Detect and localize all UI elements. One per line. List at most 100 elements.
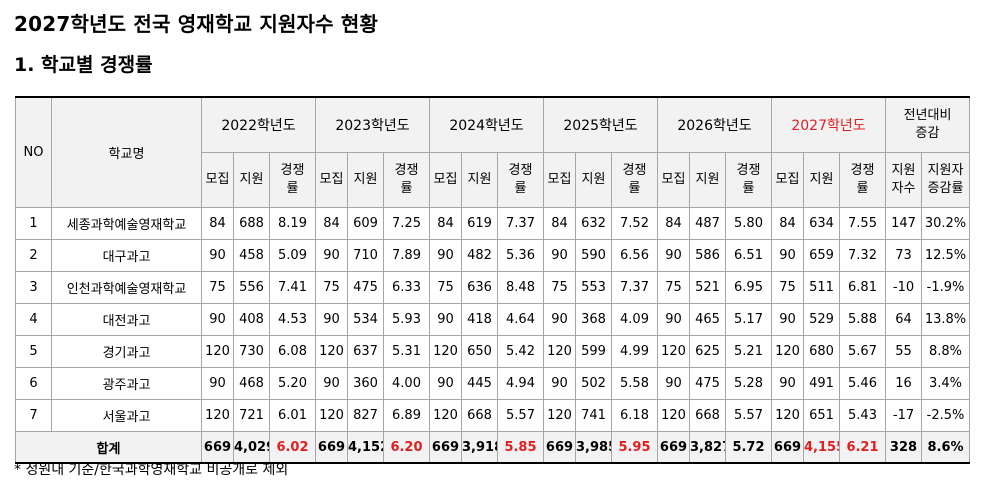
cell-recruit: 90 [429, 303, 462, 336]
cell-ratio: 4.99 [611, 335, 658, 368]
header-no: NO [15, 96, 52, 208]
row-no: 3 [15, 271, 52, 304]
cell-recruit: 90 [543, 303, 576, 336]
subheader-ratio-2025: 경쟁 률 [611, 152, 658, 208]
cell-apply: 487 [689, 207, 726, 240]
cell-apply: 741 [575, 399, 612, 432]
cell-apply: 721 [233, 399, 270, 432]
cell-apply: 529 [803, 303, 840, 336]
cell-recruit: 90 [429, 367, 462, 400]
header-year-2022: 2022학년도 [201, 96, 316, 153]
total-recruit: 669 [429, 431, 462, 464]
subheader-recruit-2022: 모집 [201, 152, 234, 208]
subheader-recruit-2027: 모집 [771, 152, 804, 208]
header-school: 학교명 [51, 96, 202, 208]
total-row: 합계6694,0296.026694,1526.206693,9185.8566… [15, 431, 970, 464]
cell-change-rate: 3.4% [921, 367, 970, 400]
cell-ratio: 5.21 [725, 335, 772, 368]
header-year-2025: 2025학년도 [543, 96, 658, 153]
cell-recruit: 120 [315, 399, 348, 432]
cell-recruit: 120 [429, 335, 462, 368]
cell-recruit: 90 [201, 239, 234, 272]
cell-ratio: 7.52 [611, 207, 658, 240]
cell-recruit: 90 [771, 239, 804, 272]
table-row: 2 대구과고 90 458 5.09 90 710 7.89 90 482 5.36 90 590 6.5… [15, 239, 970, 272]
cell-apply: 465 [689, 303, 726, 336]
cell-recruit: 84 [543, 207, 576, 240]
cell-ratio: 5.17 [725, 303, 772, 336]
cell-ratio: 5.42 [497, 335, 544, 368]
header-year-2024: 2024학년도 [429, 96, 544, 153]
cell-recruit: 90 [657, 367, 690, 400]
cell-recruit: 84 [429, 207, 462, 240]
cell-ratio: 7.25 [383, 207, 430, 240]
cell-apply: 668 [689, 399, 726, 432]
cell-apply: 408 [233, 303, 270, 336]
cell-apply: 730 [233, 335, 270, 368]
total-apply: 4,029 [233, 431, 270, 464]
cell-recruit: 90 [315, 303, 348, 336]
cell-ratio: 7.37 [611, 271, 658, 304]
cell-apply: 599 [575, 335, 612, 368]
cell-recruit: 75 [201, 271, 234, 304]
cell-apply: 651 [803, 399, 840, 432]
cell-apply: 482 [461, 239, 498, 272]
cell-recruit: 90 [315, 367, 348, 400]
cell-apply: 619 [461, 207, 498, 240]
cell-apply: 553 [575, 271, 612, 304]
cell-ratio: 6.08 [269, 335, 316, 368]
cell-recruit: 120 [315, 335, 348, 368]
cell-change-rate: 8.8% [921, 335, 970, 368]
competition-table: NO 학교명 2022학년도 2023학년도 2024학년도 2025학년도 2… [15, 96, 970, 464]
cell-apply: 475 [347, 271, 384, 304]
cell-recruit: 90 [657, 303, 690, 336]
cell-ratio: 5.88 [839, 303, 886, 336]
cell-apply: 445 [461, 367, 498, 400]
page-title: 2027학년도 전국 영재학교 지원자수 현황 [14, 12, 379, 36]
cell-ratio: 6.95 [725, 271, 772, 304]
header-row-sub: 모집 지원 경쟁 률 모집 지원 경쟁 률 모집 지원 경쟁 률 모집 지원 경쟁 률 모집 지원 경쟁 률… [16, 152, 970, 208]
total-label: 합계 [15, 431, 202, 464]
cell-apply: 668 [461, 399, 498, 432]
subheader-ratio-2026: 경쟁 률 [725, 152, 772, 208]
cell-recruit: 75 [771, 271, 804, 304]
cell-apply: 521 [689, 271, 726, 304]
total-ratio: 5.85 [497, 431, 544, 464]
cell-ratio: 4.64 [497, 303, 544, 336]
header-year-2027: 2027학년도 [771, 96, 886, 153]
cell-ratio: 7.32 [839, 239, 886, 272]
cell-ratio: 6.01 [269, 399, 316, 432]
header-row-years: NO 학교명 2022학년도 2023학년도 2024학년도 2025학년도 2… [15, 96, 970, 208]
cell-ratio: 4.53 [269, 303, 316, 336]
table-row: 7 서울과고 120 721 6.01 120 827 6.89 120 668 5.57 120 74… [15, 399, 970, 432]
subheader-apply-2025: 지원 [575, 152, 612, 208]
section-title: 1. 학교별 경쟁률 [14, 54, 153, 76]
cell-ratio: 5.36 [497, 239, 544, 272]
total-ratio: 6.02 [269, 431, 316, 464]
subheader-apply-2027: 지원 [803, 152, 840, 208]
cell-ratio: 7.89 [383, 239, 430, 272]
cell-apply: 636 [461, 271, 498, 304]
cell-apply: 625 [689, 335, 726, 368]
school-name: 대전과고 [51, 303, 202, 336]
cell-ratio: 4.09 [611, 303, 658, 336]
subheader-ratio-2027: 경쟁 률 [839, 152, 886, 208]
cell-ratio: 5.09 [269, 239, 316, 272]
school-name: 경기과고 [51, 335, 202, 368]
table-row: 5 경기과고 120 730 6.08 120 637 5.31 120 650 5.42 120 59… [15, 335, 970, 368]
subheader-apply-2022: 지원 [233, 152, 270, 208]
school-name: 광주과고 [51, 367, 202, 400]
row-no: 2 [15, 239, 52, 272]
cell-recruit: 75 [315, 271, 348, 304]
cell-apply: 680 [803, 335, 840, 368]
cell-change-count: -17 [885, 399, 922, 432]
cell-change-rate: 12.5% [921, 239, 970, 272]
cell-recruit: 90 [657, 239, 690, 272]
cell-ratio: 6.33 [383, 271, 430, 304]
cell-ratio: 5.20 [269, 367, 316, 400]
cell-apply: 827 [347, 399, 384, 432]
cell-apply: 475 [689, 367, 726, 400]
cell-ratio: 5.57 [725, 399, 772, 432]
cell-ratio: 6.18 [611, 399, 658, 432]
cell-apply: 590 [575, 239, 612, 272]
